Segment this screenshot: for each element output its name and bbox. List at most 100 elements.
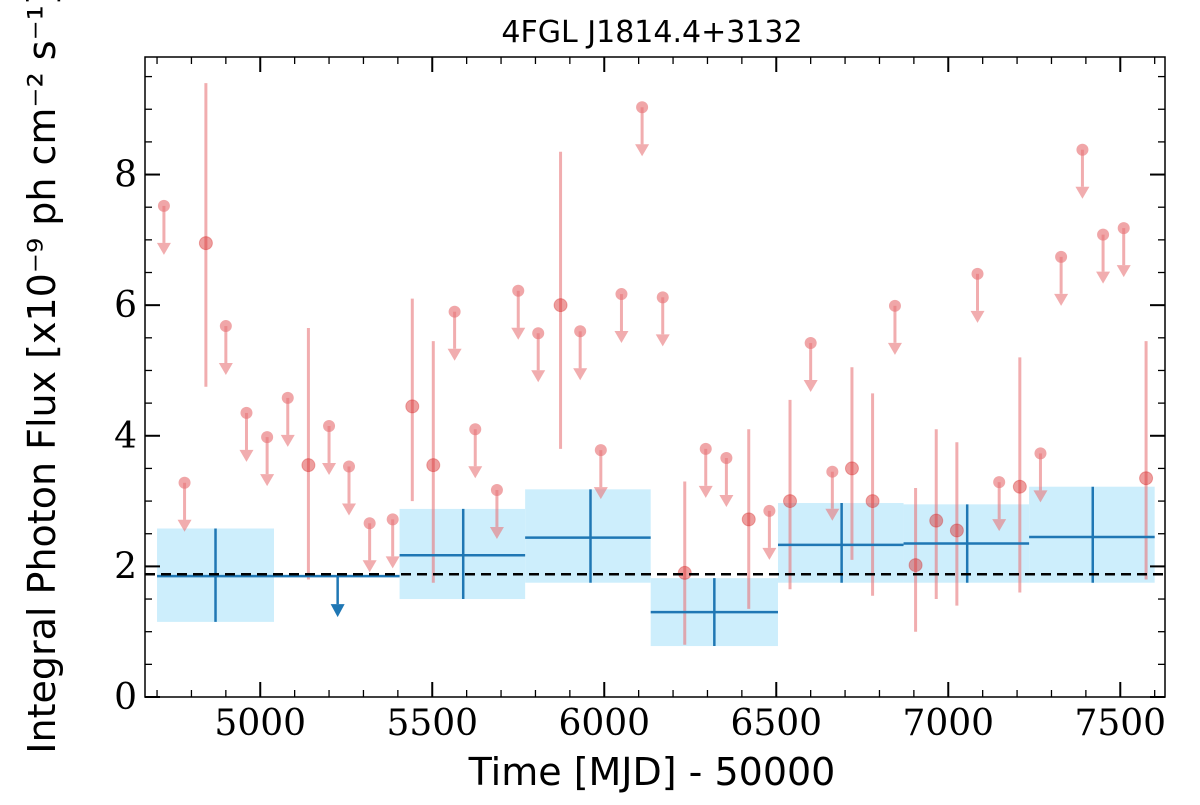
- short-bin-upper-limit-20: [698, 442, 713, 498]
- x-tick-label: 6500: [730, 703, 822, 744]
- long-bin-ul-head: [330, 604, 345, 618]
- upper-limit-marker: [656, 291, 669, 304]
- short-bin-point-10: [908, 488, 923, 632]
- short-bin-upper-limit-9: [385, 513, 400, 569]
- upper-limit-marker: [343, 460, 355, 473]
- short-bin-point-3: [426, 341, 441, 583]
- upper-limit-marker: [448, 305, 461, 318]
- short-bin-marker: [1139, 471, 1154, 486]
- short-bin-point-8: [844, 367, 859, 560]
- upper-limit-arrow-head: [719, 494, 734, 507]
- short-bin-marker: [844, 461, 859, 476]
- short-bin-upper-limit-0: [156, 199, 171, 255]
- short-bin-upper-limit-4: [260, 431, 275, 487]
- short-bin-upper-limit-17: [614, 288, 629, 344]
- short-bin-upper-limit-7: [342, 460, 356, 516]
- short-bin-upper-limit-30: [1075, 143, 1090, 199]
- short-bin-upper-limit-14: [531, 327, 546, 383]
- upper-limit-marker: [157, 199, 170, 212]
- upper-limit-marker: [469, 423, 482, 436]
- upper-limit-marker: [1117, 222, 1130, 235]
- short-bin-marker: [949, 523, 964, 538]
- y-tick-label: 6: [114, 285, 137, 326]
- upper-limit-marker: [574, 325, 587, 338]
- upper-limit-arrow-head: [1075, 186, 1090, 199]
- upper-limit-arrow-head: [362, 560, 377, 573]
- short-bin-marker: [301, 458, 316, 473]
- short-bin-upper-limit-5: [280, 391, 295, 447]
- short-bin-upper-limit-11: [468, 423, 483, 479]
- upper-limit-arrow-head: [698, 485, 713, 498]
- upper-limit-arrow-head: [156, 242, 171, 255]
- y-tick-label: 2: [114, 546, 137, 587]
- upper-limit-marker: [219, 320, 232, 333]
- upper-limit-arrow-head: [887, 342, 902, 355]
- upper-limit-arrow-head: [635, 144, 650, 157]
- short-bin-marker: [405, 399, 420, 414]
- short-bin-point-11: [929, 429, 944, 600]
- short-bin-upper-limit-2: [218, 320, 233, 376]
- short-bin-upper-limit-15: [573, 325, 588, 381]
- short-bin-point-6: [741, 429, 756, 609]
- short-bin-point-1: [301, 328, 316, 580]
- short-bin-upper-limit-29: [1054, 250, 1069, 306]
- short-bin-upper-limit-21: [719, 451, 734, 507]
- short-bin-point-13: [1012, 357, 1027, 593]
- plot-frame: [144, 56, 1166, 698]
- short-bin-upper-limit-31: [1096, 228, 1111, 284]
- upper-limit-marker: [993, 476, 1006, 489]
- y-tick-label: 8: [114, 155, 137, 196]
- long-bin-point-6: [1029, 486, 1155, 583]
- upper-limit-arrow-head: [342, 503, 356, 516]
- upper-limit-marker: [323, 419, 336, 432]
- upper-limit-marker: [720, 451, 733, 464]
- short-bin-upper-limit-16: [593, 444, 608, 500]
- short-bin-point-9: [865, 393, 880, 596]
- short-bin-marker: [677, 565, 692, 580]
- upper-limit-arrow-head: [177, 519, 192, 532]
- upper-limit-marker: [888, 299, 901, 312]
- x-axis-label: Time [MJD] - 50000: [468, 750, 836, 794]
- upper-limit-arrow-head: [280, 434, 295, 447]
- upper-limit-arrow-head: [489, 526, 504, 539]
- upper-limit-arrow-head: [511, 327, 526, 340]
- upper-limit-arrow-head: [447, 348, 462, 361]
- short-bin-marker: [426, 458, 441, 473]
- upper-limit-arrow-head: [239, 449, 254, 462]
- upper-limit-marker: [636, 101, 649, 114]
- upper-limit-marker: [363, 517, 376, 530]
- upper-limit-marker: [281, 391, 294, 404]
- short-bin-upper-limit-18: [635, 101, 650, 157]
- upper-limit-arrow-head: [1096, 271, 1111, 284]
- short-bin-upper-limit-32: [1116, 222, 1131, 278]
- short-bin-marker: [198, 236, 213, 251]
- upper-limit-marker: [804, 337, 817, 350]
- short-bin-upper-limit-23: [803, 337, 818, 393]
- upper-limit-arrow-head: [468, 466, 483, 479]
- upper-limit-arrow-head: [762, 547, 777, 560]
- long-bin-upper-limit-0: [274, 574, 400, 618]
- x-tick-label: 7000: [902, 703, 994, 744]
- upper-limit-arrow-head: [218, 363, 233, 376]
- upper-limit-arrow-head: [825, 508, 840, 521]
- long-bin-point-5: [903, 504, 1030, 583]
- long-bin-point-2: [525, 489, 651, 583]
- chart-title: 4FGL J1814.4+3132: [501, 15, 802, 50]
- upper-limit-marker: [490, 483, 503, 496]
- long-bin-point-1: [399, 508, 526, 600]
- upper-limit-arrow-head: [655, 334, 670, 347]
- short-bin-upper-limit-27: [992, 476, 1007, 532]
- short-bin-point-12: [949, 442, 964, 606]
- x-tick-label: 5500: [386, 703, 478, 744]
- short-bin-upper-limit-22: [762, 504, 777, 560]
- short-bin-marker: [929, 513, 944, 528]
- upper-limit-arrow-head: [992, 519, 1007, 532]
- upper-limit-marker: [261, 431, 274, 444]
- upper-limit-arrow-head: [614, 331, 629, 344]
- upper-limit-arrow-head: [970, 310, 985, 323]
- upper-limit-arrow-head: [531, 370, 546, 383]
- upper-limit-marker: [1076, 143, 1089, 156]
- short-bin-point-5: [677, 481, 692, 645]
- short-bin-upper-limit-1: [177, 476, 192, 532]
